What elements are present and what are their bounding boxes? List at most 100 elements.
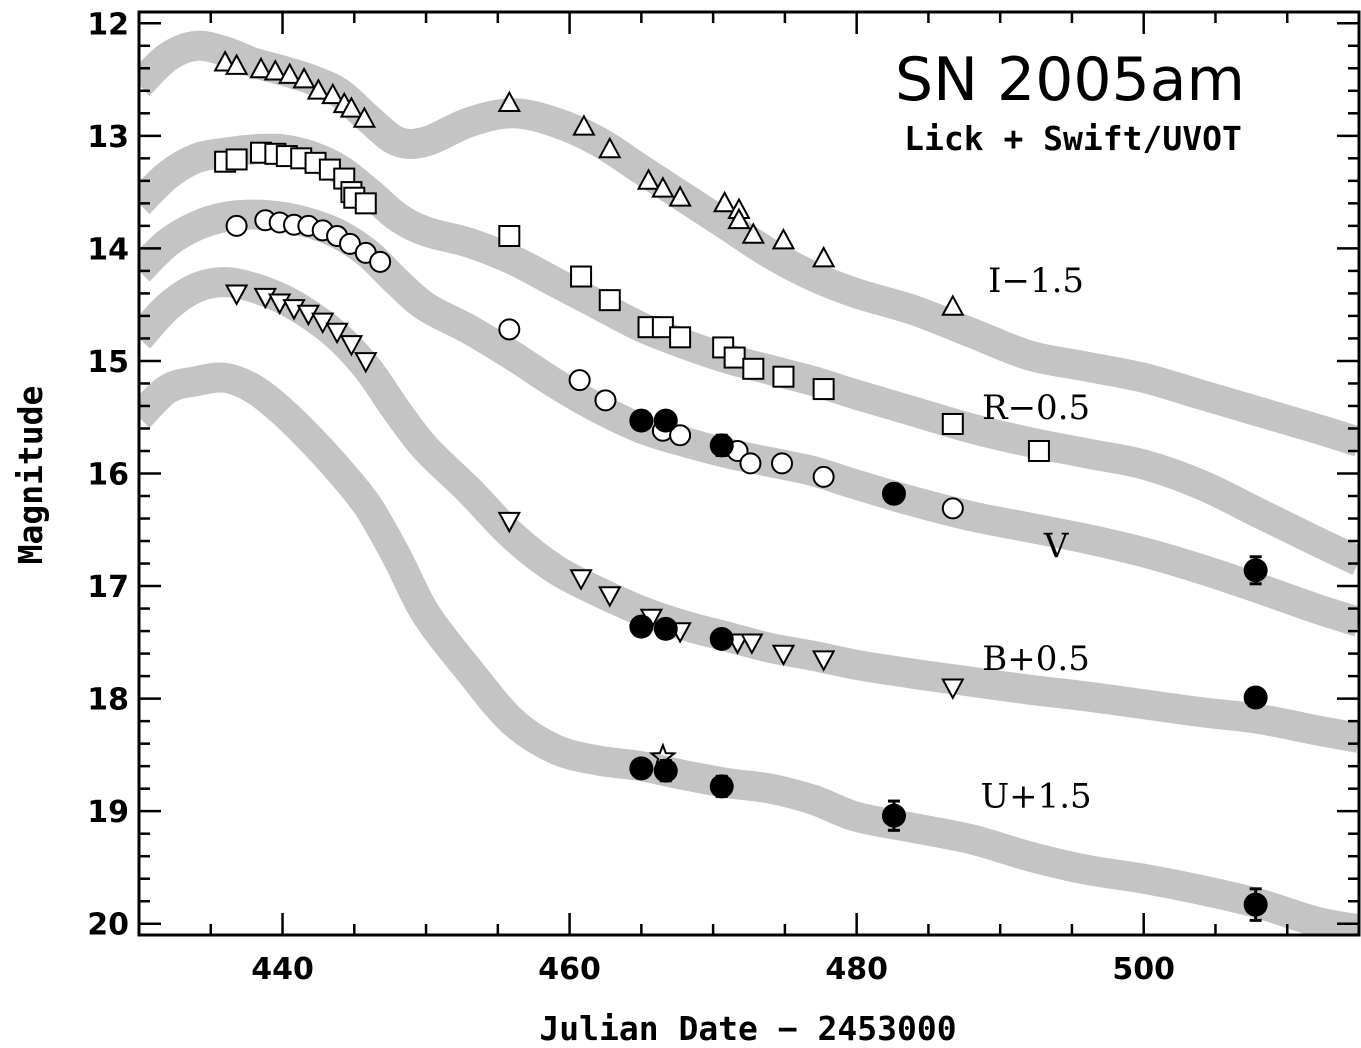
data-point	[742, 357, 765, 380]
data-point	[225, 148, 248, 171]
chart-subtitle: Lick + Swift/UVOT	[904, 119, 1242, 158]
band-label: U+1.5	[980, 776, 1091, 816]
data-point	[263, 59, 288, 81]
swift-point	[653, 616, 678, 641]
data-point	[741, 222, 765, 244]
band-label: V	[1043, 527, 1070, 567]
y-tick-label: 12	[87, 7, 129, 42]
data-point	[941, 497, 964, 520]
data-point	[354, 192, 377, 215]
data-point	[598, 136, 622, 159]
swift-point	[881, 803, 906, 828]
data-point	[772, 365, 795, 388]
y-tick-label: 15	[87, 345, 129, 380]
data-point	[941, 294, 965, 316]
data-point	[723, 346, 746, 369]
swift-point	[653, 408, 678, 433]
data-point	[570, 265, 593, 288]
star-point	[648, 742, 678, 770]
y-tick-label: 13	[87, 120, 129, 155]
data-point	[712, 190, 737, 213]
template-band	[139, 199, 1359, 637]
data-point	[568, 369, 591, 392]
data-point	[651, 176, 675, 198]
swift-point	[709, 774, 734, 799]
data-point	[941, 412, 964, 435]
data-point	[669, 326, 692, 349]
swift-point	[1243, 685, 1268, 710]
data-point	[1027, 439, 1050, 462]
y-tick-label: 14	[87, 232, 129, 267]
data-point	[812, 378, 835, 401]
data-point	[811, 245, 836, 268]
axes: 440 460 480 500 12 13 14 15 16 17 18 19 20	[87, 7, 1361, 987]
swift-point	[1243, 558, 1268, 583]
data-point	[569, 569, 593, 591]
data-point	[572, 114, 596, 136]
data-point	[771, 644, 796, 667]
x-tick-label: 480	[825, 952, 888, 987]
y-axis-label: Magnitude	[11, 386, 50, 565]
data-point	[267, 293, 292, 315]
data-point	[282, 299, 306, 321]
band-labels: I−1.5 R−0.5 V B+0.5 U+1.5	[980, 261, 1091, 817]
x-tick-label: 460	[538, 952, 601, 987]
x-axis-label: Julian Date − 2453000	[539, 1009, 956, 1048]
data-point	[292, 66, 316, 89]
data-point	[771, 452, 794, 475]
swift-point	[709, 626, 734, 651]
data-point	[771, 227, 796, 250]
data-point	[668, 185, 692, 207]
data-point	[598, 586, 622, 608]
y-tick-label: 19	[87, 795, 129, 830]
data-point	[497, 90, 521, 113]
data-point	[253, 287, 277, 310]
data-point	[278, 62, 302, 84]
swift-point	[629, 614, 654, 639]
data-point	[354, 352, 378, 374]
data-point	[636, 168, 661, 190]
data-point	[224, 284, 249, 306]
data-point	[498, 318, 521, 341]
data-point	[941, 678, 965, 700]
data-point	[598, 289, 621, 312]
swift-point	[881, 481, 906, 506]
data-point	[740, 633, 764, 655]
template-band	[139, 133, 1359, 575]
data-point	[811, 650, 836, 672]
data-point	[225, 214, 248, 237]
data-point	[812, 465, 835, 488]
data-point	[497, 511, 521, 534]
data-point	[249, 56, 273, 79]
swift-point	[629, 408, 654, 433]
data-point	[727, 207, 751, 230]
data-point	[594, 389, 617, 412]
x-tick-label: 440	[251, 952, 314, 987]
data-point	[321, 82, 345, 105]
y-tick-label: 16	[87, 458, 129, 493]
x-tick-label: 500	[1112, 952, 1175, 987]
y-tick-label: 20	[87, 908, 129, 943]
y-tick-label: 17	[87, 570, 129, 605]
data-point	[498, 224, 521, 247]
band-label: B+0.5	[982, 639, 1090, 679]
band-label: R−0.5	[982, 388, 1090, 428]
chart-title: SN 2005am	[895, 45, 1245, 115]
template-band	[139, 362, 1359, 935]
band-label: I−1.5	[988, 261, 1084, 301]
data-point	[669, 424, 692, 447]
data-point	[339, 335, 364, 357]
data-points	[213, 50, 1268, 922]
data-point	[325, 322, 349, 345]
swift-point	[1243, 892, 1268, 917]
data-point	[739, 452, 762, 475]
data-point	[352, 106, 377, 128]
data-point	[369, 250, 392, 273]
data-point	[339, 96, 364, 118]
swift-point	[629, 756, 654, 781]
swift-point	[709, 433, 734, 458]
data-point	[306, 78, 331, 100]
data-point	[224, 53, 249, 75]
y-tick-label: 18	[87, 683, 129, 718]
